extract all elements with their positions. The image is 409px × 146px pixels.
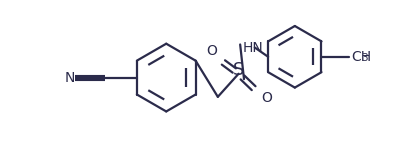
Text: S: S: [232, 61, 244, 79]
Text: HN: HN: [242, 41, 263, 55]
Text: 3: 3: [361, 53, 367, 63]
Text: O: O: [206, 44, 217, 58]
Text: N: N: [65, 71, 75, 85]
Text: O: O: [260, 91, 271, 105]
Text: CH: CH: [350, 50, 370, 64]
